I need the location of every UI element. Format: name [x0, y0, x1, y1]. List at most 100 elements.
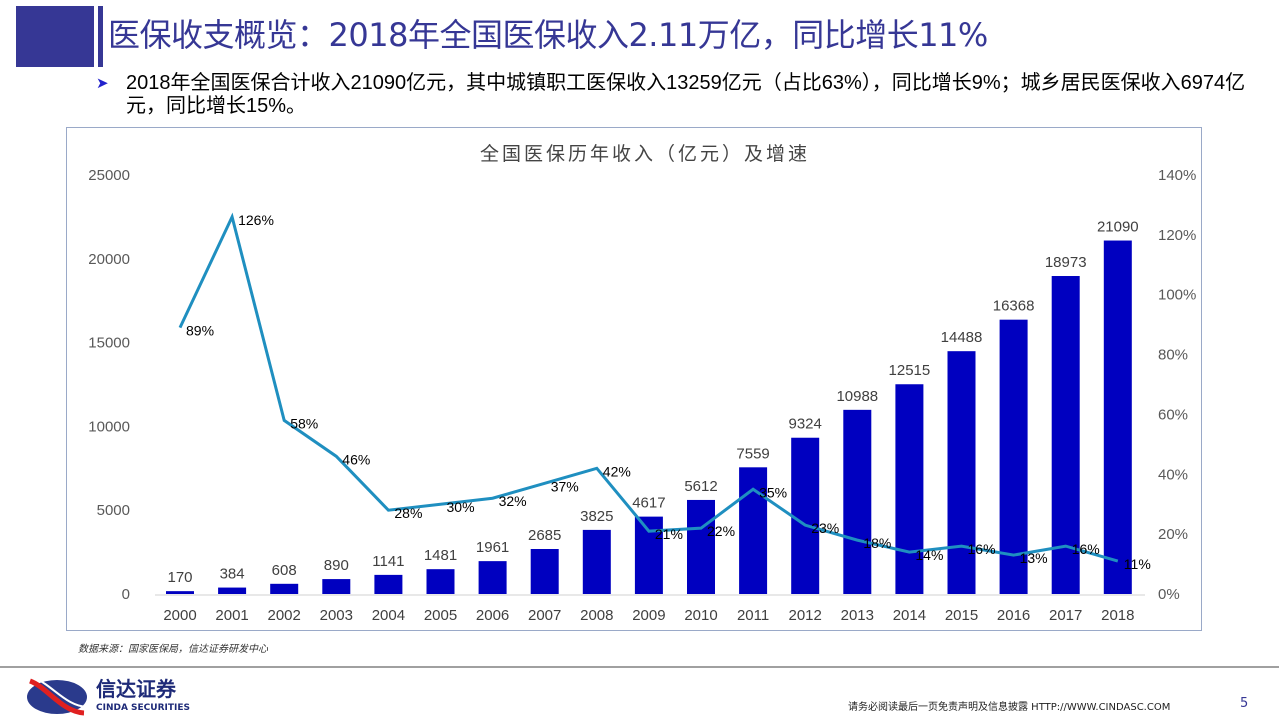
bar: [478, 561, 507, 594]
line-data-label: 35%: [759, 484, 787, 500]
chart-title: 全国医保历年收入（亿元）及增速: [480, 143, 810, 165]
x-axis-tick: 2017: [1049, 607, 1082, 624]
line-data-label: 16%: [968, 541, 996, 557]
page-title: 医保收支概览：2018年全国医保收入2.11万亿，同比增长11%: [108, 16, 988, 54]
chart-frame: [66, 127, 1202, 631]
bar: [322, 579, 351, 594]
bar: [791, 437, 820, 594]
right-axis-tick: 20%: [1158, 526, 1188, 543]
bar: [687, 499, 715, 594]
left-axis-tick: 10000: [88, 418, 130, 435]
line-data-label: 16%: [1072, 541, 1100, 557]
bar: [1103, 240, 1132, 594]
x-axis-tick: 2002: [268, 607, 301, 624]
bar-data-label: 9324: [789, 416, 822, 433]
line-data-label: 37%: [551, 478, 579, 494]
growth-line: [178, 212, 1119, 563]
bar-data-label: 4617: [632, 495, 665, 512]
bar: [1051, 276, 1080, 594]
bar-data-label: 1961: [476, 539, 509, 556]
right-axis-tick: 40%: [1158, 466, 1188, 483]
bar-data-label: 7559: [736, 445, 769, 462]
logo-text-cn: 信达证券: [96, 677, 176, 701]
disclaimer-link[interactable]: 请务必阅读最后一页免责声明及信息披露 HTTP://WWW.CINDASC.CO…: [848, 702, 1171, 713]
bar: [999, 319, 1028, 594]
x-axis-tick: 2015: [945, 607, 978, 624]
line-data-label: 14%: [915, 547, 943, 563]
logo-text-en: CINDA SECURITIES: [96, 703, 190, 713]
left-axis-tick: 20000: [88, 251, 130, 268]
right-axis-tick: 60%: [1158, 406, 1188, 423]
line-data-label: 18%: [863, 535, 891, 551]
line-data-label: 11%: [1124, 556, 1151, 572]
bar-data-label: 384: [220, 566, 245, 583]
title-bar-decoration: [98, 6, 103, 67]
x-axis-tick: 2000: [163, 607, 196, 624]
line-data-label: 13%: [1020, 550, 1048, 566]
right-axis-tick: 80%: [1158, 347, 1188, 364]
line-data-label: 23%: [811, 520, 839, 536]
line-data-label: 46%: [342, 451, 370, 467]
bar-data-label: 1481: [424, 547, 457, 564]
x-axis-tick: 2007: [528, 607, 561, 624]
bar-data-label: 890: [324, 557, 349, 574]
x-axis-tick: 2016: [997, 607, 1030, 624]
x-axis-tick: 2004: [372, 607, 405, 624]
bullet-point: ➤ 2018年全国医保合计收入21090亿元，其中城镇职工医保收入13259亿元…: [96, 72, 1272, 118]
x-axis-tick: 2009: [632, 607, 665, 624]
page-number: 5: [1240, 696, 1249, 711]
line-data-label: 42%: [603, 463, 631, 479]
bar-data-label: 21090: [1097, 219, 1139, 236]
title-block-decoration: [16, 6, 94, 67]
x-axis-tick: 2011: [737, 607, 769, 624]
bar-data-label: 12515: [889, 362, 931, 379]
x-axis-tick: 2001: [215, 607, 248, 624]
bar-data-label: 18973: [1045, 254, 1087, 271]
bar: [374, 574, 403, 594]
bar: [530, 548, 559, 594]
left-axis-tick: 5000: [97, 502, 130, 519]
right-axis-tick: 100%: [1158, 287, 1196, 304]
bar-data-label: 14488: [941, 329, 983, 346]
bar: [582, 529, 611, 594]
bar-data-label: 5612: [684, 478, 717, 495]
x-axis-tick: 2018: [1101, 607, 1134, 624]
bar-data-label: 10988: [836, 388, 878, 405]
x-axis-tick: 2012: [789, 607, 822, 624]
bar: [426, 569, 455, 594]
line-data-label: 126%: [238, 212, 274, 228]
bar: [218, 587, 247, 594]
line-data-label: 21%: [655, 526, 683, 542]
x-axis-tick: 2013: [841, 607, 874, 624]
footer-divider: [0, 666, 1279, 668]
line-data-label: 89%: [186, 323, 214, 339]
right-axis-tick: 0%: [1158, 586, 1180, 603]
left-axis-tick: 15000: [88, 335, 130, 352]
cinda-logo-icon: [27, 678, 89, 716]
arrow-right-icon: ➤: [96, 75, 109, 92]
x-axis-tick: 2008: [580, 607, 613, 624]
bar: [947, 351, 976, 594]
x-axis-tick: 2010: [684, 607, 717, 624]
bar: [270, 583, 299, 594]
x-axis-tick: 2006: [476, 607, 509, 624]
right-axis-tick: 140%: [1158, 167, 1196, 184]
bar-data-label: 3825: [580, 508, 613, 525]
bar: [895, 384, 924, 594]
bar-data-label: 2685: [528, 527, 561, 544]
x-axis-tick: 2014: [893, 607, 926, 624]
line-data-label: 58%: [290, 415, 318, 431]
line-data-label: 28%: [394, 505, 422, 521]
line-data-label: 22%: [707, 523, 735, 539]
left-axis-tick: 0: [122, 586, 130, 603]
bar-data-label: 170: [167, 569, 192, 586]
right-axis-tick: 120%: [1158, 227, 1196, 244]
bullet-text: 2018年全国医保合计收入21090亿元，其中城镇职工医保收入13259亿元（占…: [126, 72, 1246, 117]
line-data-label: 32%: [499, 493, 527, 509]
bar: [166, 591, 194, 594]
bar-data-label: 16368: [993, 298, 1035, 315]
bar-data-label: 1141: [372, 553, 404, 570]
line-data-label: 30%: [447, 499, 475, 515]
data-source: 数据来源：国家医保局，信达证券研发中心: [78, 644, 268, 655]
